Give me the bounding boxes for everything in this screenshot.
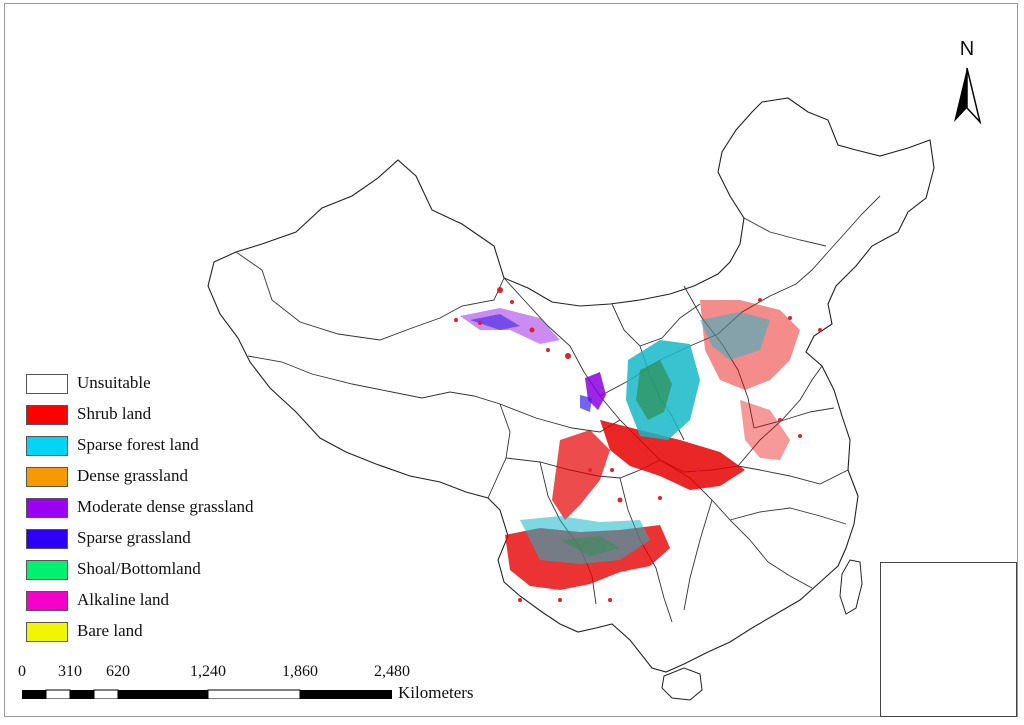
north-arrow-icon [954, 67, 982, 125]
scale-units: Kilometers [398, 683, 474, 702]
suitability-coverage [454, 287, 822, 602]
scale-tick-label: 0 [18, 663, 26, 680]
legend-label: Sparse grassland [77, 528, 191, 547]
legend-label: Shrub land [77, 404, 152, 423]
legend-swatch [26, 436, 68, 456]
legend-swatch [26, 405, 68, 425]
scale-tick-label: 1,240 [190, 663, 226, 680]
legend-swatch [26, 591, 68, 611]
scale-bar-graphic [22, 689, 392, 699]
legend-label: Moderate dense grassland [77, 497, 254, 516]
legend-swatch [26, 560, 68, 580]
legend-swatch [26, 467, 68, 487]
legend-label: Sparse forest land [77, 435, 199, 454]
north-arrow: N [946, 38, 988, 128]
legend-label: Bare land [77, 621, 143, 640]
north-label: N [959, 38, 975, 60]
legend-label: Shoal/Bottomland [77, 559, 201, 578]
hainan-island [661, 667, 703, 701]
taiwan-island [839, 559, 863, 615]
legend-swatch [26, 374, 68, 394]
scale-tick-label: 1,860 [282, 663, 318, 680]
legend-label: Dense grassland [77, 466, 188, 485]
south-china-sea-inset [880, 562, 1017, 717]
scale-tick-label: 620 [106, 663, 130, 680]
scale-tick-label: 2,480 [374, 663, 410, 680]
legend-swatch [26, 498, 68, 518]
legend-swatch [26, 529, 68, 549]
scale-tick-label: 310 [58, 663, 82, 680]
country-outline [207, 97, 935, 673]
legend-label: Alkaline land [77, 590, 170, 609]
legend-label: Unsuitable [77, 373, 151, 392]
scale-bar: Kilometers 0 310 620 1,240 1,860 2,480 [18, 663, 492, 703]
legend-swatch [26, 622, 68, 642]
